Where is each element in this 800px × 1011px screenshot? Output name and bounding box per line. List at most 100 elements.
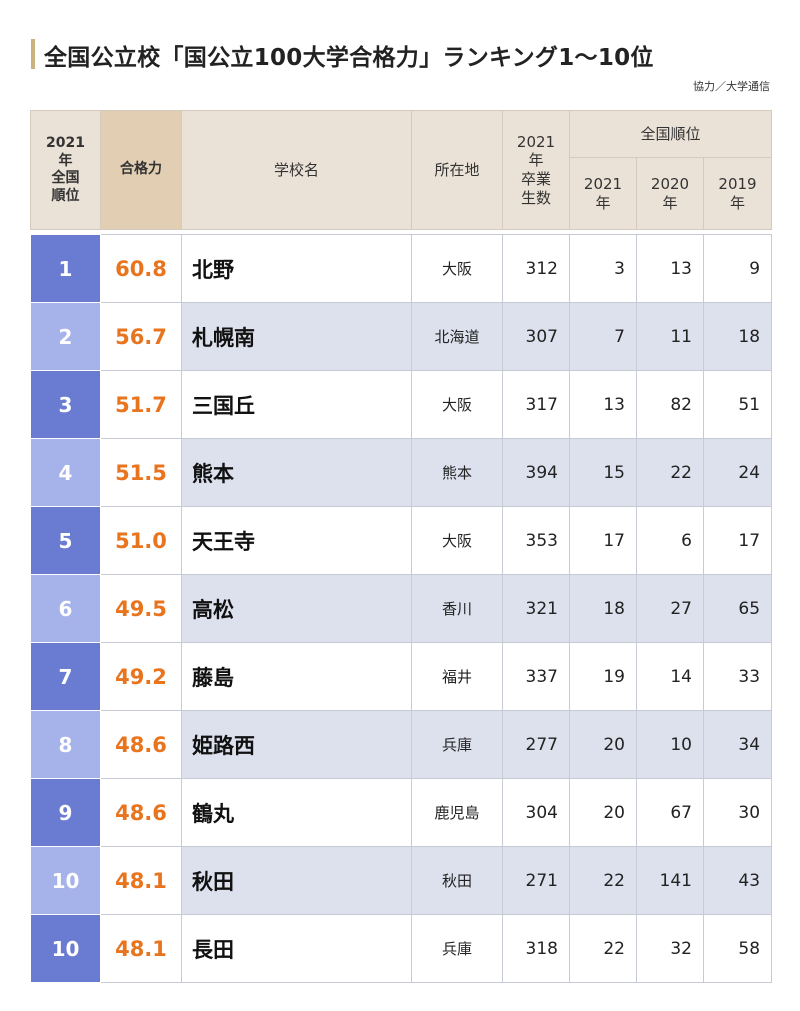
rank-cell: 10 bbox=[30, 846, 101, 915]
table-row: 4 51.5 熊本 熊本 394 15 22 24 bbox=[30, 438, 773, 507]
score-cell: 48.6 bbox=[100, 710, 182, 779]
rank-cell: 3 bbox=[30, 370, 101, 439]
location-cell: 大阪 bbox=[411, 506, 503, 575]
header-graduates-line: 生数 bbox=[520, 188, 551, 207]
table-row: 10 48.1 長田 兵庫 318 22 32 58 bbox=[30, 914, 773, 983]
score-cell: 49.5 bbox=[100, 574, 182, 643]
rank-2020-cell: 141 bbox=[636, 846, 704, 915]
table-row: 1 60.8 北野 大阪 312 3 13 9 bbox=[30, 234, 773, 303]
rank-2020-cell: 82 bbox=[636, 370, 704, 439]
score-cell: 51.0 bbox=[100, 506, 182, 575]
credit-note: 協力／大学通信 bbox=[693, 80, 770, 93]
header-graduates-line: 卒業 bbox=[520, 170, 551, 188]
graduates-cell: 317 bbox=[502, 370, 570, 439]
school-name-cell: 熊本 bbox=[181, 438, 412, 507]
score-cell: 60.8 bbox=[100, 234, 182, 303]
header-year-line: 2019 bbox=[718, 174, 757, 193]
location-cell: 香川 bbox=[411, 574, 503, 643]
rank-2020-cell: 27 bbox=[636, 574, 704, 643]
rank-2020-cell: 67 bbox=[636, 778, 704, 847]
rank-cell: 4 bbox=[30, 438, 101, 507]
rank-2021-cell: 20 bbox=[569, 778, 637, 847]
rank-2019-cell: 34 bbox=[702, 710, 773, 779]
location-cell: 大阪 bbox=[411, 370, 503, 439]
header-graduates: 2021 年 卒業 生数 bbox=[502, 110, 570, 230]
score-cell: 56.7 bbox=[100, 302, 182, 371]
score-cell: 48.1 bbox=[100, 914, 182, 983]
school-name-cell: 三国丘 bbox=[181, 370, 412, 439]
rank-2021-cell: 22 bbox=[569, 914, 637, 983]
header-location: 所在地 bbox=[411, 110, 503, 230]
school-name-cell: 秋田 bbox=[181, 846, 412, 915]
ranking-table: 2021 年 全国 順位 合格力 学校名 所在地 2021 年 卒業 生数 全国… bbox=[30, 110, 773, 983]
graduates-cell: 307 bbox=[502, 302, 570, 371]
table-row: 6 49.5 高松 香川 321 18 27 65 bbox=[30, 574, 773, 643]
table-body: 1 60.8 北野 大阪 312 3 13 9 2 56.7 札幌南 北海道 307 7 11 18 3 51.7… bbox=[30, 234, 773, 983]
graduates-cell: 321 bbox=[502, 574, 570, 643]
location-cell: 大阪 bbox=[411, 234, 503, 303]
header-rank-line: 全国 bbox=[51, 170, 80, 186]
table-row: 5 51.0 天王寺 大阪 353 17 6 17 bbox=[30, 506, 773, 575]
table-header: 2021 年 全国 順位 合格力 学校名 所在地 2021 年 卒業 生数 全国… bbox=[30, 110, 773, 230]
rank-cell: 9 bbox=[30, 778, 101, 847]
header-rank-line: 年 bbox=[58, 152, 73, 169]
header-year-2020: 2020 年 bbox=[636, 157, 704, 230]
table-row: 2 56.7 札幌南 北海道 307 7 11 18 bbox=[30, 302, 773, 371]
graduates-cell: 277 bbox=[502, 710, 570, 779]
rank-2019-cell: 65 bbox=[702, 574, 773, 643]
header-year-line: 年 bbox=[730, 193, 746, 212]
school-name-cell: 高松 bbox=[181, 574, 412, 643]
rank-2020-cell: 14 bbox=[636, 642, 704, 711]
rank-2021-cell: 13 bbox=[569, 370, 637, 439]
graduates-cell: 271 bbox=[502, 846, 570, 915]
graduates-cell: 304 bbox=[502, 778, 570, 847]
rank-2021-cell: 22 bbox=[569, 846, 637, 915]
rank-2021-cell: 7 bbox=[569, 302, 637, 371]
rank-2020-cell: 11 bbox=[636, 302, 704, 371]
header-graduates-line: 2021 bbox=[516, 132, 556, 151]
rank-cell: 1 bbox=[30, 234, 101, 303]
graduates-cell: 394 bbox=[502, 438, 570, 507]
rank-2020-cell: 32 bbox=[636, 914, 704, 983]
rank-2021-cell: 15 bbox=[569, 438, 637, 507]
rank-cell: 6 bbox=[30, 574, 101, 643]
location-cell: 鹿児島 bbox=[411, 778, 503, 847]
header-rank: 2021 年 全国 順位 bbox=[30, 110, 101, 230]
rank-cell: 2 bbox=[30, 302, 101, 371]
location-cell: 福井 bbox=[411, 642, 503, 711]
location-cell: 兵庫 bbox=[411, 914, 503, 983]
table-row: 3 51.7 三国丘 大阪 317 13 82 51 bbox=[30, 370, 773, 439]
school-name-cell: 藤島 bbox=[181, 642, 412, 711]
score-cell: 51.7 bbox=[100, 370, 182, 439]
header-year-line: 2021 bbox=[583, 174, 623, 193]
table-row: 7 49.2 藤島 福井 337 19 14 33 bbox=[30, 642, 773, 711]
school-name-cell: 鶴丸 bbox=[181, 778, 412, 847]
rank-2021-cell: 3 bbox=[569, 234, 637, 303]
location-cell: 兵庫 bbox=[411, 710, 503, 779]
rank-cell: 5 bbox=[30, 506, 101, 575]
header-graduates-line: 年 bbox=[528, 151, 544, 170]
rank-2021-cell: 19 bbox=[569, 642, 637, 711]
header-year-2021: 2021 年 bbox=[569, 157, 637, 230]
score-cell: 51.5 bbox=[100, 438, 182, 507]
school-name-cell: 姫路西 bbox=[181, 710, 412, 779]
header-year-line: 年 bbox=[662, 193, 678, 212]
rank-2020-cell: 6 bbox=[636, 506, 704, 575]
location-cell: 秋田 bbox=[411, 846, 503, 915]
graduates-cell: 318 bbox=[502, 914, 570, 983]
header-rank-line: 2021 bbox=[46, 135, 85, 151]
rank-2021-cell: 17 bbox=[569, 506, 637, 575]
graduates-cell: 353 bbox=[502, 506, 570, 575]
graduates-cell: 312 bbox=[502, 234, 570, 303]
graduates-cell: 337 bbox=[502, 642, 570, 711]
header-year-line: 年 bbox=[595, 193, 611, 212]
rank-2019-cell: 17 bbox=[702, 506, 773, 575]
school-name-cell: 天王寺 bbox=[181, 506, 412, 575]
header-score: 合格力 bbox=[100, 110, 182, 230]
page-title: 全国公立校「国公立100大学合格力」ランキング1〜10位 bbox=[44, 45, 654, 71]
rank-2019-cell: 51 bbox=[702, 370, 773, 439]
rank-2020-cell: 22 bbox=[636, 438, 704, 507]
rank-2019-cell: 18 bbox=[702, 302, 773, 371]
rank-cell: 7 bbox=[30, 642, 101, 711]
rank-cell: 8 bbox=[30, 710, 101, 779]
